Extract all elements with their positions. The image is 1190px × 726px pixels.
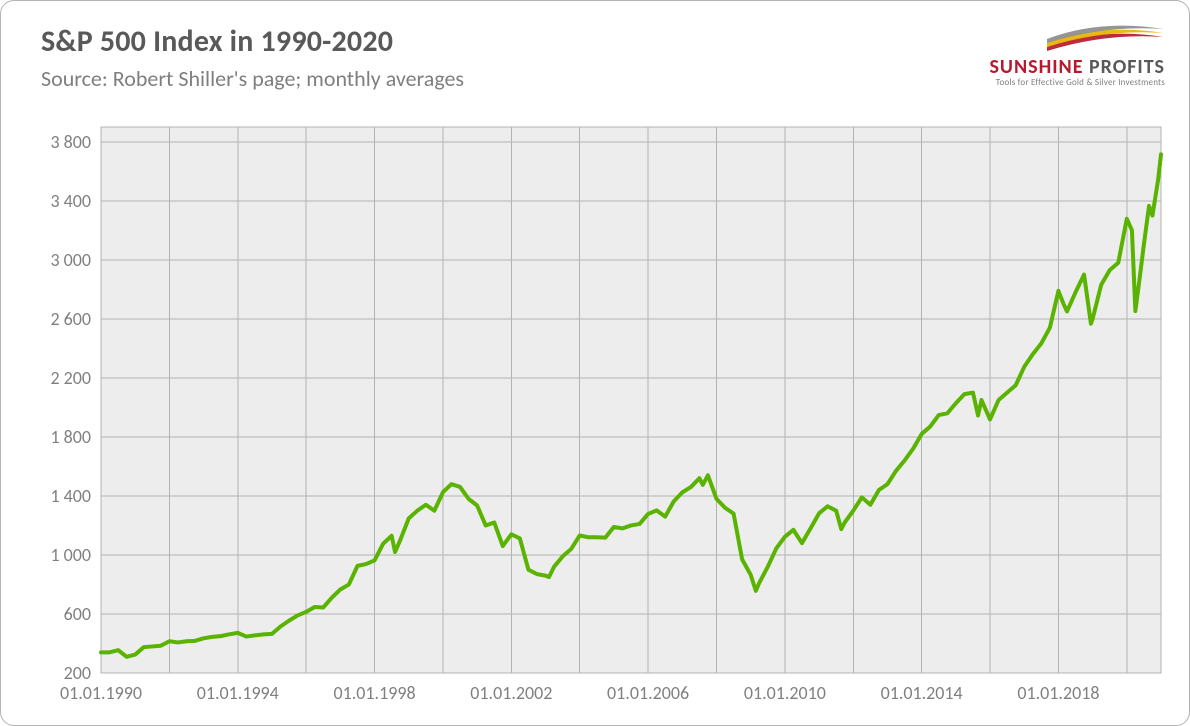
- x-tick-label: 01.01.1994: [197, 682, 279, 704]
- brand-logo: SUNSHINE PROFITS Tools for Effective Gol…: [989, 23, 1165, 88]
- y-tick-label: 3 000: [50, 249, 91, 271]
- chart-plot: 200 600 1 000 1 400 1 800 2 200 2 600 3 000 3 40…: [31, 119, 1171, 709]
- logo-swoosh-icon: [1045, 23, 1165, 53]
- y-tick-label: 200: [64, 662, 91, 684]
- chart-subtitle: Source: Robert Shiller's page; monthly a…: [41, 65, 464, 92]
- logo-tagline: Tools for Effective Gold & Silver Invest…: [989, 77, 1165, 88]
- chart-svg: 200 600 1 000 1 400 1 800 2 200 2 600 3 000 3 40…: [31, 119, 1171, 709]
- x-tick-label: 01.01.2014: [881, 682, 963, 704]
- y-tick-label: 1 000: [50, 544, 91, 566]
- logo-text-b: PROFITS: [1089, 55, 1165, 79]
- x-tick-label: 01.01.2006: [607, 682, 689, 704]
- x-tick-label: 01.01.1990: [60, 682, 142, 704]
- chart-title: S&P 500 Index in 1990-2020: [41, 23, 393, 60]
- logo-wordmark: SUNSHINE PROFITS: [989, 55, 1165, 79]
- y-tick-label: 600: [64, 603, 91, 625]
- x-tick-label: 01.01.2010: [744, 682, 826, 704]
- plot-background: [101, 127, 1161, 673]
- y-tick-label: 2 600: [50, 308, 91, 330]
- y-tick-label: 2 200: [50, 367, 91, 389]
- y-tick-label: 1 400: [50, 485, 91, 507]
- x-tick-label: 01.01.1998: [334, 682, 416, 704]
- chart-card: S&P 500 Index in 1990-2020 Source: Rober…: [0, 0, 1190, 726]
- y-tick-label: 3 800: [50, 131, 91, 153]
- logo-text-a: SUNSHINE: [989, 55, 1089, 79]
- x-tick-label: 01.01.2002: [470, 682, 552, 704]
- y-tick-label: 3 400: [50, 190, 91, 212]
- y-tick-label: 1 800: [50, 426, 91, 448]
- x-tick-label: 01.01.2018: [1017, 682, 1099, 704]
